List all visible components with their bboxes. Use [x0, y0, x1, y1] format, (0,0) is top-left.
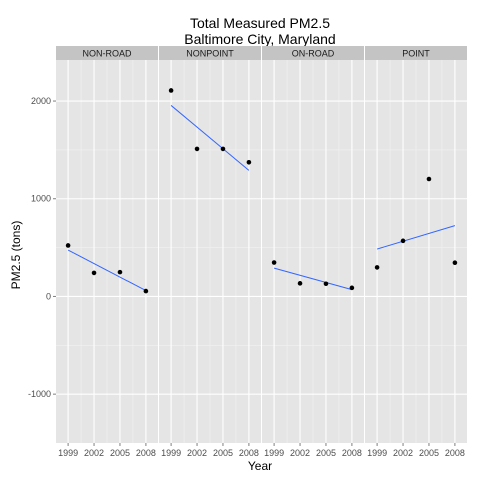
x-tick-label: 2005 — [419, 448, 439, 458]
trend-line — [273, 267, 353, 291]
data-point — [143, 288, 149, 294]
facet-strip — [365, 46, 467, 60]
data-point — [271, 260, 277, 265]
data-point — [426, 176, 432, 182]
x-axis: 1999 2002 2005 2008 1999 2002 2005 2008 1999 2002… — [58, 443, 465, 458]
chart-title: Total Measured PM2.5 — [190, 15, 330, 31]
y-axis-title: PM2.5 (tons) — [9, 221, 23, 290]
data-point — [65, 243, 71, 248]
data-point — [117, 269, 123, 275]
x-tick-label: 2008 — [445, 448, 465, 458]
x-tick-label: 1999 — [367, 448, 387, 458]
x-tick-label: 2002 — [290, 448, 310, 458]
data-point — [374, 265, 380, 270]
data-point — [452, 260, 458, 266]
facet-panel-on-road: ON-ROAD — [262, 46, 364, 443]
y-tick-label: -1000 — [28, 389, 51, 399]
facet-strip — [262, 46, 364, 60]
y-axis: -1000 0 1000 2000 — [28, 96, 56, 399]
x-tick-label: 1999 — [58, 448, 78, 458]
x-axis-title: Year — [248, 459, 272, 473]
y-tick-label: 1000 — [31, 194, 51, 204]
x-tick-label: 2002 — [84, 448, 104, 458]
data-point — [349, 285, 355, 291]
data-point — [168, 88, 174, 93]
chart-subtitle: Baltimore City, Maryland — [184, 31, 335, 47]
data-point — [194, 146, 200, 152]
x-tick-label: 2008 — [342, 448, 362, 458]
trend-line — [376, 225, 456, 250]
facet-strip-label: NON-ROAD — [83, 49, 132, 59]
data-point — [220, 146, 226, 152]
x-tick-label: 2005 — [316, 448, 336, 458]
facet-strip — [56, 46, 158, 60]
facet-panel-nonpoint: NONPOINT — [159, 46, 261, 443]
facet-strip-label: ON-ROAD — [292, 49, 335, 59]
data-point — [297, 281, 303, 286]
data-point — [246, 159, 252, 165]
facet-panel-non-road: NON-ROAD — [56, 46, 158, 443]
x-tick-label: 1999 — [264, 448, 284, 458]
trend-line — [170, 105, 250, 171]
facet-strip-label: NONPOINT — [186, 49, 234, 59]
data-point — [91, 270, 97, 276]
facet-panels: NON-ROAD NONPOINT ON-ROAD POINT — [56, 46, 467, 443]
x-tick-label: 2008 — [136, 448, 156, 458]
data-point — [323, 281, 329, 287]
facet-panel-point: POINT — [365, 46, 467, 443]
x-tick-label: 2005 — [110, 448, 130, 458]
y-tick-label: 2000 — [31, 96, 51, 106]
trend-line — [67, 249, 147, 292]
x-tick-label: 2002 — [187, 448, 207, 458]
facet-strip — [159, 46, 261, 60]
facet-strip-label: POINT — [402, 49, 430, 59]
x-tick-label: 1999 — [161, 448, 181, 458]
data-point — [400, 238, 406, 244]
y-tick-label: 0 — [46, 291, 51, 301]
x-tick-label: 2008 — [239, 448, 259, 458]
x-tick-label: 2005 — [213, 448, 233, 458]
x-tick-label: 2002 — [393, 448, 413, 458]
